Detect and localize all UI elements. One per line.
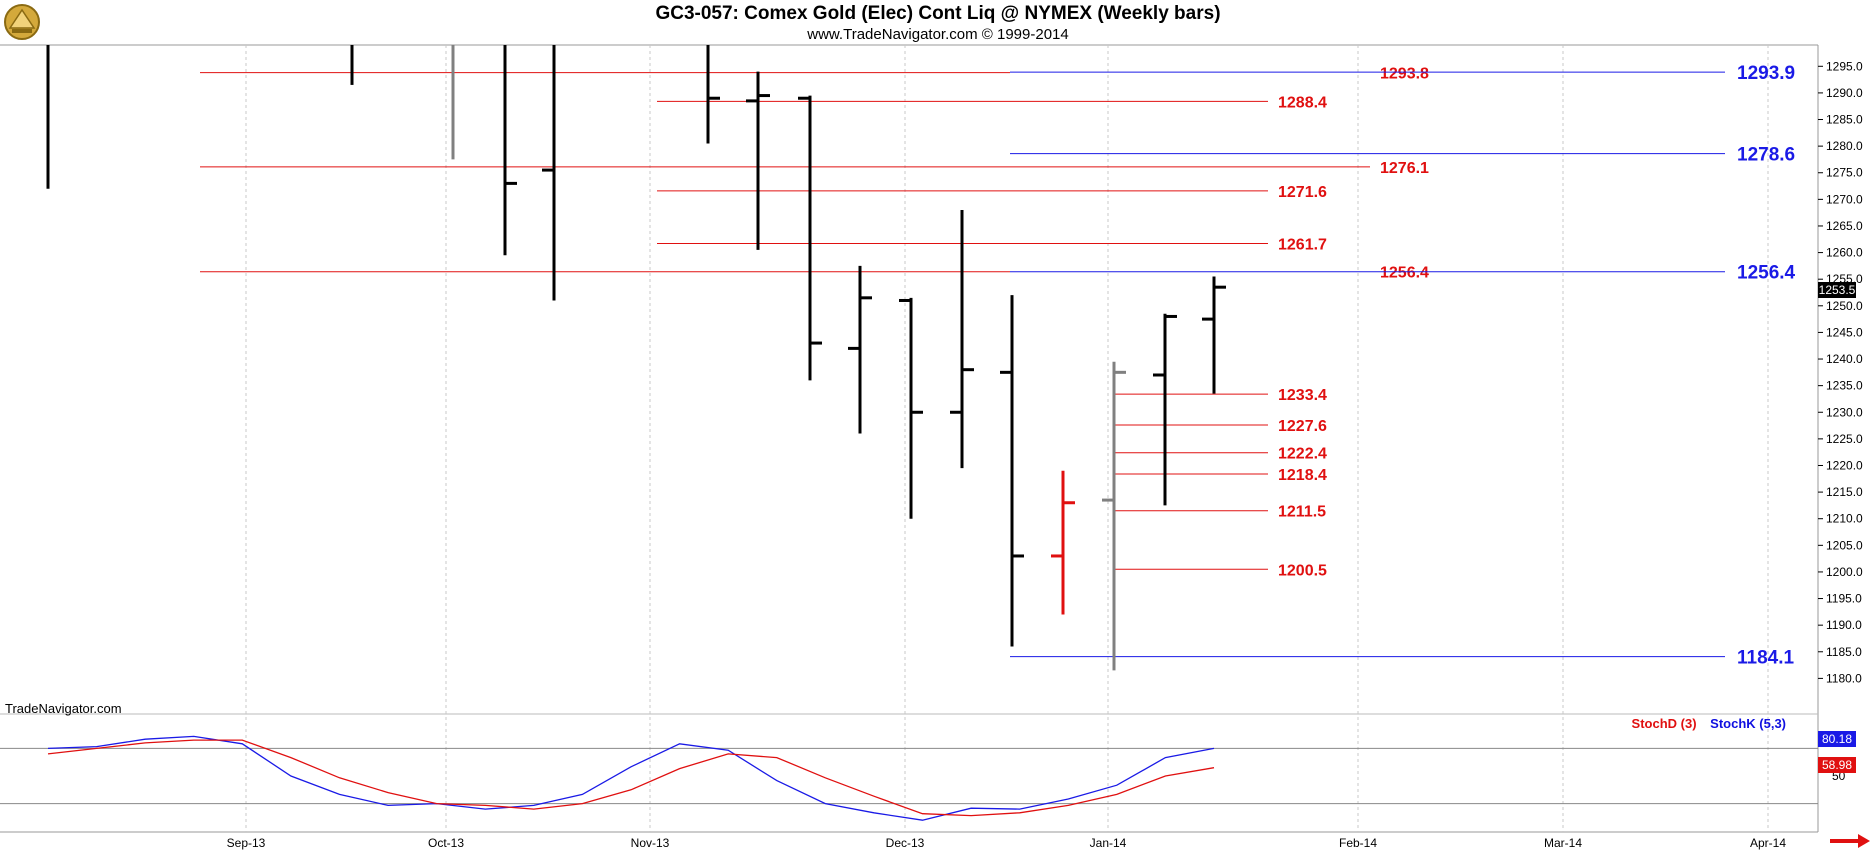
y-tick-label: 1260.0 bbox=[1826, 246, 1863, 260]
x-tick-label: Oct-13 bbox=[428, 836, 464, 850]
y-tick-label: 1245.0 bbox=[1826, 325, 1863, 339]
y-tick-label: 1240.0 bbox=[1826, 352, 1863, 366]
stochk-legend-label: StochK (5,3) bbox=[1710, 716, 1786, 731]
y-tick-label: 1205.0 bbox=[1826, 538, 1863, 552]
chart-subtitle: www.TradeNavigator.com © 1999-2014 bbox=[807, 26, 1069, 43]
stochd-legend-label: StochD (3) bbox=[1631, 716, 1697, 731]
y-tick-label: 1295.0 bbox=[1826, 59, 1863, 73]
red-level-label: 1233.4 bbox=[1278, 387, 1327, 404]
red-level-label: 1293.8 bbox=[1380, 66, 1429, 83]
y-tick-label: 1220.0 bbox=[1826, 458, 1863, 472]
red-level-label: 1218.4 bbox=[1278, 467, 1327, 484]
red-level-label: 1256.4 bbox=[1380, 265, 1429, 282]
y-tick-label: 1280.0 bbox=[1826, 139, 1863, 153]
y-tick-label: 1235.0 bbox=[1826, 379, 1863, 393]
y-tick-label: 1200.0 bbox=[1826, 565, 1863, 579]
y-tick-label: 1215.0 bbox=[1826, 485, 1863, 499]
x-tick-label: Feb-14 bbox=[1339, 836, 1377, 850]
y-tick-label: 1210.0 bbox=[1826, 512, 1863, 526]
x-tick-label: Jan-14 bbox=[1090, 836, 1127, 850]
last-price-tag: 1253.5 bbox=[1818, 282, 1856, 298]
blue-level-label: 1184.1 bbox=[1737, 648, 1794, 669]
x-tick-label: Nov-13 bbox=[631, 836, 670, 850]
scroll-right-arrow-icon[interactable] bbox=[1830, 834, 1870, 853]
red-level-label: 1200.5 bbox=[1278, 562, 1327, 579]
blue-level-label: 1256.4 bbox=[1737, 263, 1796, 284]
chart-title: GC3-057: Comex Gold (Elec) Cont Liq @ NY… bbox=[655, 3, 1221, 24]
red-level-label: 1288.4 bbox=[1278, 94, 1327, 111]
y-tick-label: 1270.0 bbox=[1826, 192, 1863, 206]
y-tick-label: 1285.0 bbox=[1826, 113, 1863, 127]
stochd-line bbox=[47, 739, 1215, 817]
red-level-label: 1271.6 bbox=[1278, 184, 1327, 201]
watermark-label: TradeNavigator.com bbox=[5, 701, 122, 716]
blue-level-label: 1293.9 bbox=[1737, 63, 1795, 84]
x-tick-label: Dec-13 bbox=[886, 836, 925, 850]
y-tick-label: 1180.0 bbox=[1826, 671, 1862, 685]
tradenavigator-logo bbox=[2, 2, 42, 42]
blue-level-label: 1278.6 bbox=[1737, 145, 1795, 166]
y-tick-label: 1185.0 bbox=[1826, 645, 1862, 659]
x-tick-label: Mar-14 bbox=[1544, 836, 1582, 850]
y-tick-label: 1290.0 bbox=[1826, 86, 1863, 100]
red-level-label: 1227.6 bbox=[1278, 418, 1327, 435]
y-tick-label: 1250.0 bbox=[1826, 299, 1863, 313]
y-tick-label: 1225.0 bbox=[1826, 432, 1863, 446]
x-tick-label: Sep-13 bbox=[227, 836, 266, 850]
stochk-value-tag: 80.18 bbox=[1818, 731, 1856, 747]
x-tick-label: Apr-14 bbox=[1750, 836, 1786, 850]
y-tick-label: 1275.0 bbox=[1826, 166, 1863, 180]
red-level-label: 1261.7 bbox=[1278, 237, 1327, 254]
y-tick-label: 1230.0 bbox=[1826, 405, 1863, 419]
y-tick-label: 1190.0 bbox=[1826, 618, 1862, 632]
red-level-label: 1276.1 bbox=[1380, 160, 1429, 177]
stochk-line bbox=[47, 735, 1215, 821]
stochastic-legend: StochD (3) StochK (5,3) bbox=[1632, 716, 1786, 731]
red-level-label: 1222.4 bbox=[1278, 446, 1327, 463]
red-level-label: 1211.5 bbox=[1278, 504, 1326, 521]
y-tick-label: 1195.0 bbox=[1826, 592, 1862, 606]
y-tick-label: 1265.0 bbox=[1826, 219, 1863, 233]
stochd-value-tag: 58.98 bbox=[1818, 757, 1856, 773]
